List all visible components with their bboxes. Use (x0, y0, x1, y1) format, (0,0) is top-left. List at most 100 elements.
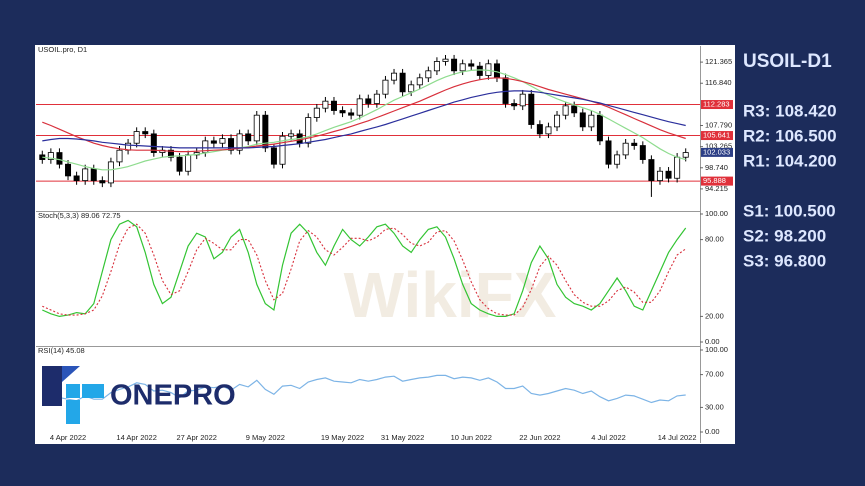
series-line (42, 223, 687, 316)
candle-body (219, 138, 226, 144)
x-tick-label: 10 Jun 2022 (451, 433, 492, 442)
series-line (42, 90, 686, 149)
candle-body (459, 63, 466, 72)
candle-body (665, 170, 672, 179)
y-tick-label: 107.790 (705, 120, 732, 129)
level-label: 112.283 (703, 100, 730, 109)
candle-body (253, 114, 260, 142)
candle-body (313, 107, 320, 118)
candle-body (348, 112, 355, 116)
x-tick-label: 4 Apr 2022 (50, 433, 86, 442)
candle-body (107, 161, 114, 184)
candle-body (47, 152, 54, 160)
x-tick-label: 31 May 2022 (381, 433, 424, 442)
candle-body (562, 105, 569, 116)
y-tick-label: 80.00 (705, 235, 724, 244)
x-tick-label: 14 Jul 2022 (658, 433, 697, 442)
candle-body (605, 140, 612, 165)
candle-body (270, 147, 277, 165)
candle-body (176, 156, 183, 172)
candle-body (614, 154, 621, 165)
x-tick-label: 22 Jun 2022 (519, 433, 560, 442)
candle-body (99, 180, 106, 184)
candle-body (433, 61, 440, 72)
logo-shape (66, 400, 80, 424)
y-tick-label: 121.365 (705, 57, 732, 66)
logo-shape (82, 384, 104, 398)
candle-body (305, 117, 312, 144)
y-tick-label: 103.265 (705, 142, 732, 151)
candle-body (579, 112, 586, 128)
logo-shape (42, 366, 62, 406)
candle-body (528, 93, 535, 125)
rsi-title: RSI(14) 45.08 (38, 346, 85, 355)
y-tick-label: 100.00 (705, 209, 728, 218)
x-tick-label: 14 Apr 2022 (116, 433, 156, 442)
candle-body (545, 126, 552, 135)
candle-body (279, 135, 286, 165)
pivot-level: R3: 108.420 (743, 101, 837, 120)
candle-body (451, 58, 458, 72)
pivot-level: S3: 96.800 (743, 251, 826, 270)
candle-body (656, 170, 663, 181)
y-tick-label: 70.00 (705, 370, 724, 379)
candle-body (639, 145, 646, 160)
candle-body (425, 70, 432, 79)
pivot-level: R1: 104.200 (743, 151, 837, 170)
y-tick-label: 98.740 (705, 163, 728, 172)
candle-body (236, 133, 243, 151)
candle-body (391, 72, 398, 81)
x-tick-label: 9 May 2022 (246, 433, 285, 442)
candle-body (150, 133, 157, 153)
candle-body (408, 84, 415, 93)
candle-body (167, 149, 174, 158)
candle-body (365, 98, 372, 104)
candle-body (373, 93, 380, 104)
series-line (42, 77, 686, 153)
candle-body (65, 163, 72, 177)
y-tick-label: 30.00 (705, 402, 724, 411)
candle-body (648, 159, 655, 181)
level-label: 105.641 (703, 131, 730, 140)
candle-body (210, 140, 217, 144)
candle-body (56, 152, 63, 165)
logo-shape (66, 384, 80, 398)
candle-body (682, 152, 689, 158)
sidebar-title: USOIL-D1 (743, 51, 832, 72)
candle-body (674, 156, 681, 179)
candle-body (622, 142, 629, 156)
candle-body (382, 79, 389, 95)
candle-body (116, 149, 123, 163)
pivot-level: S2: 98.200 (743, 226, 826, 245)
candle-body (468, 63, 475, 67)
candle-body (228, 138, 235, 151)
stoch-title: Stoch(5,3,3) 89.06 72.75 (38, 211, 121, 220)
candle-body (288, 133, 295, 137)
candle-body (399, 72, 406, 93)
candle-body (485, 63, 492, 76)
y-tick-label: 20.00 (705, 311, 724, 320)
candle-body (356, 98, 363, 116)
candle-body (536, 124, 543, 135)
x-tick-label: 4 Jul 2022 (591, 433, 626, 442)
candle-body (90, 168, 97, 181)
series-line (42, 219, 687, 318)
candle-body (330, 100, 337, 111)
series-line (42, 374, 686, 404)
x-tick-label: 19 May 2022 (321, 433, 364, 442)
candle-body (502, 77, 509, 104)
logo: ONEPRO (42, 366, 236, 424)
last-price-label: 102.033 (703, 147, 730, 156)
candle-body (73, 175, 80, 181)
candle-body (554, 114, 561, 128)
candle-body (631, 142, 638, 146)
level-label-box (701, 131, 733, 141)
x-tick-label: 27 Apr 2022 (176, 433, 216, 442)
last-price-box (701, 147, 733, 157)
y-tick-label: 0.00 (705, 427, 720, 436)
level-label-box (701, 100, 733, 110)
candle-body (442, 58, 449, 62)
candle-body (245, 133, 252, 142)
